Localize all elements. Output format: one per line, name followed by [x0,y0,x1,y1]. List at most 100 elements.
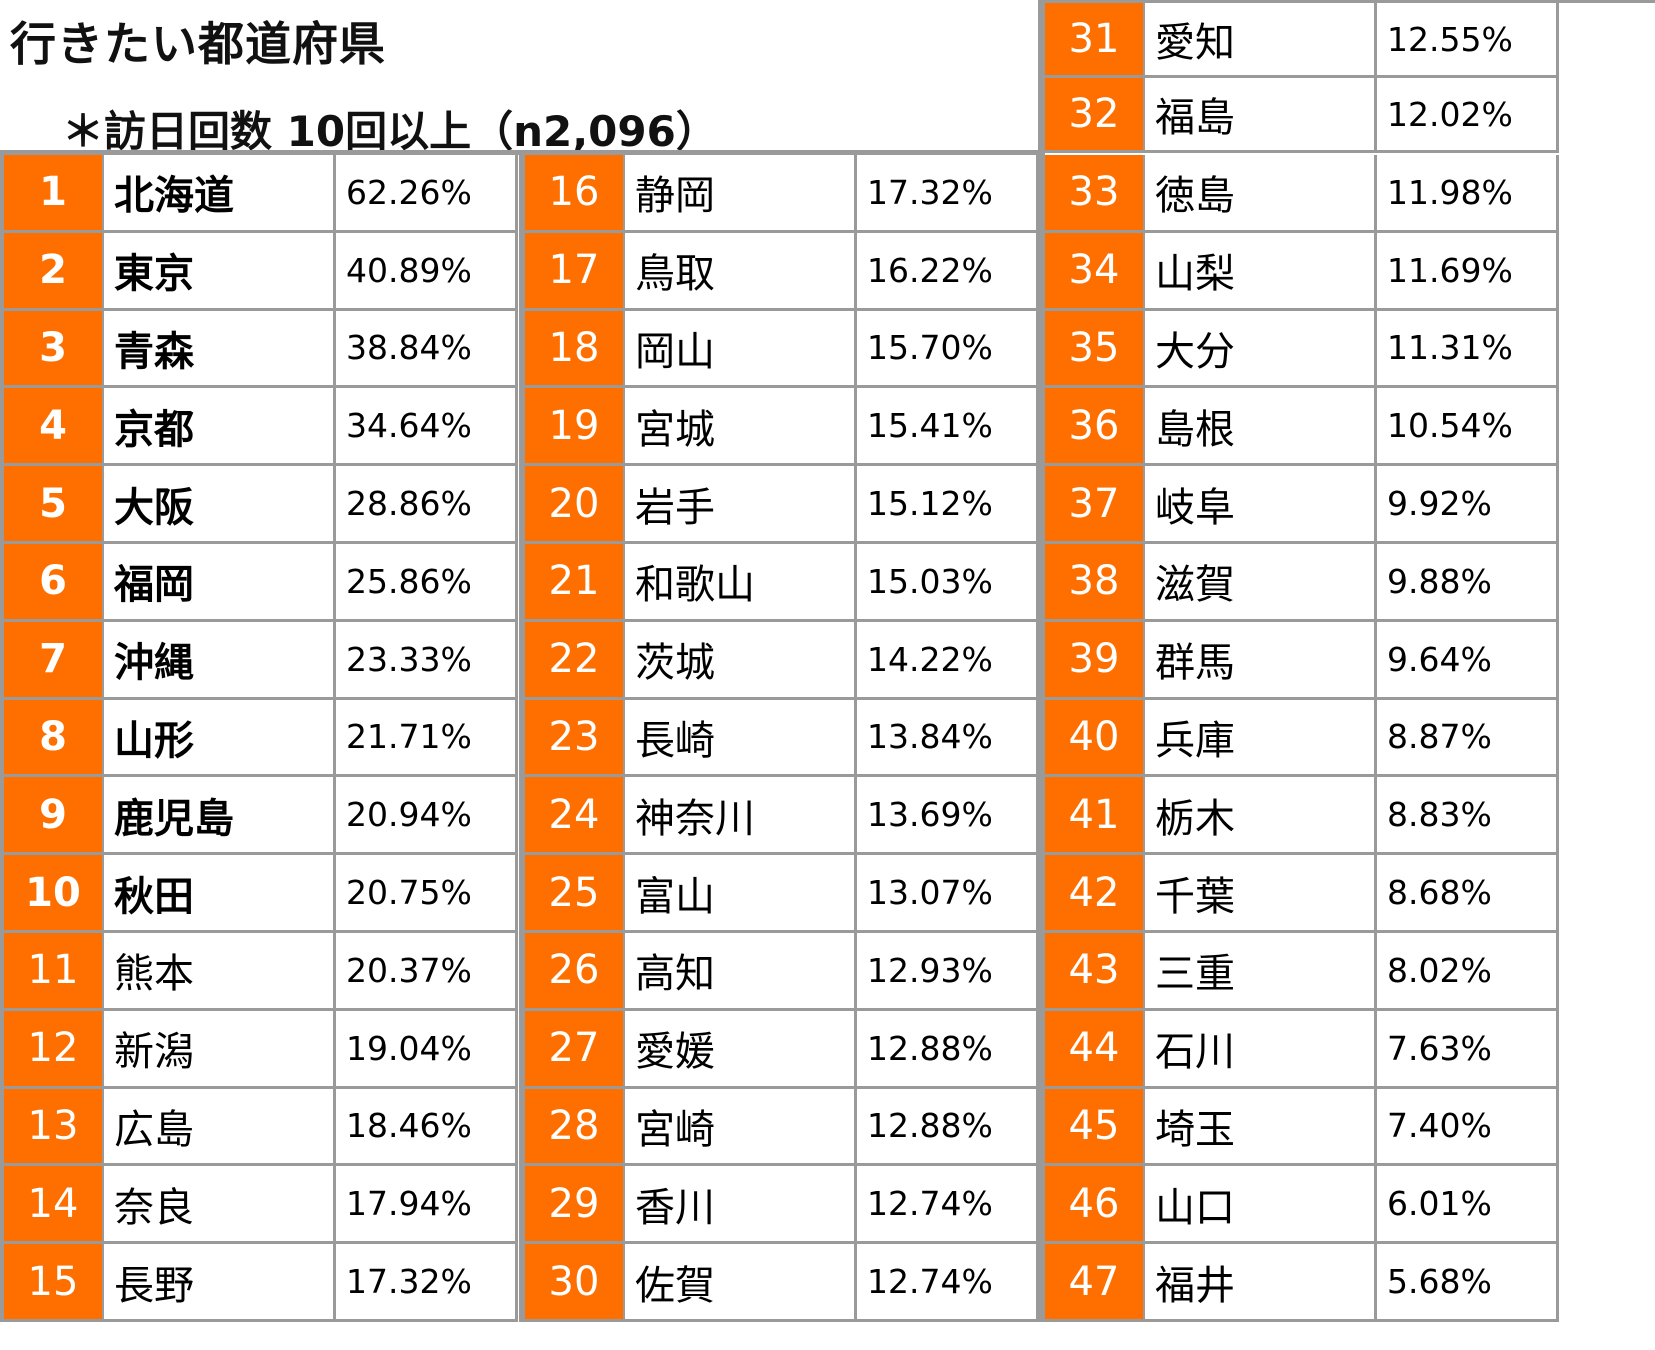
prefecture-name-cell: 福島 [1145,78,1377,153]
chart-title: 行きたい都道府県 [10,17,386,71]
percentage-cell: 20.37% [336,933,518,1011]
chart-subtitle: ＊訪日回数 10回以上（n2,096） [62,107,718,156]
rank-cell: 1 [4,155,104,233]
prefecture-name-cell: 佐賀 [625,1244,857,1322]
rank-cell: 33 [1045,155,1145,233]
prefecture-name-cell: 三重 [1145,933,1377,1011]
percentage-cell: 17.32% [857,155,1039,233]
rank-cell: 28 [525,1088,625,1167]
percentage-cell: 6.01% [1377,1166,1559,1245]
grid-divider [0,150,4,1322]
rank-cell: 34 [1045,232,1145,311]
rank-cell: 18 [525,310,625,389]
rank-cell: 5 [4,466,104,544]
rank-cell: 29 [525,1166,625,1245]
percentage-cell: 28.86% [336,466,518,544]
rank-cell: 20 [525,466,625,544]
rank-cell: 17 [525,232,625,311]
prefecture-name-cell: 岩手 [625,466,857,544]
prefecture-name-cell: 山形 [104,699,336,778]
prefecture-name-cell: 岡山 [625,310,857,389]
rank-cell: 19 [525,388,625,467]
prefecture-name-cell: 宮崎 [625,1088,857,1167]
rank-cell: 7 [4,621,104,700]
percentage-cell: 7.40% [1377,1088,1559,1167]
prefecture-name-cell: 和歌山 [625,544,857,622]
prefecture-name-cell: 広島 [104,1088,336,1167]
rank-cell: 44 [1045,1010,1145,1089]
rank-cell: 8 [4,699,104,778]
rank-cell: 45 [1045,1088,1145,1167]
prefecture-name-cell: 神奈川 [625,777,857,856]
grid-divider [1038,0,1045,1322]
rank-cell: 42 [1045,855,1145,933]
prefecture-name-cell: 山梨 [1145,232,1377,311]
rank-cell: 31 [1045,3,1145,78]
rank-cell: 15 [4,1244,104,1322]
prefecture-name-cell: 新潟 [104,1010,336,1089]
percentage-cell: 11.31% [1377,310,1559,389]
rank-cell: 4 [4,388,104,467]
rank-cell: 36 [1045,388,1145,467]
rank-cell: 40 [1045,699,1145,778]
rank-cell: 27 [525,1010,625,1089]
percentage-cell: 25.86% [336,544,518,622]
percentage-cell: 17.94% [336,1166,518,1245]
rank-cell: 32 [1045,78,1145,153]
rank-cell: 30 [525,1244,625,1322]
rank-cell: 37 [1045,466,1145,544]
prefecture-name-cell: 愛知 [1145,3,1377,78]
percentage-cell: 23.33% [336,621,518,700]
percentage-cell: 12.88% [857,1010,1039,1089]
prefecture-name-cell: 北海道 [104,155,336,233]
percentage-cell: 9.88% [1377,544,1559,622]
rank-cell: 14 [4,1166,104,1245]
prefecture-name-cell: 鹿児島 [104,777,336,856]
rank-cell: 41 [1045,777,1145,856]
prefecture-name-cell: 大阪 [104,466,336,544]
percentage-cell: 9.92% [1377,466,1559,544]
percentage-cell: 62.26% [336,155,518,233]
percentage-cell: 19.04% [336,1010,518,1089]
prefecture-name-cell: 沖縄 [104,621,336,700]
percentage-cell: 16.22% [857,232,1039,311]
rank-cell: 47 [1045,1244,1145,1322]
prefecture-name-cell: 山口 [1145,1166,1377,1245]
prefecture-name-cell: 福岡 [104,544,336,622]
percentage-cell: 8.83% [1377,777,1559,856]
percentage-cell: 15.03% [857,544,1039,622]
rank-cell: 11 [4,933,104,1011]
prefecture-name-cell: 長野 [104,1244,336,1322]
prefecture-name-cell: 東京 [104,232,336,311]
percentage-cell: 12.88% [857,1088,1039,1167]
rank-cell: 38 [1045,544,1145,622]
rank-cell: 9 [4,777,104,856]
percentage-cell: 8.02% [1377,933,1559,1011]
rank-cell: 35 [1045,310,1145,389]
rank-cell: 12 [4,1010,104,1089]
percentage-cell: 10.54% [1377,388,1559,467]
percentage-cell: 12.74% [857,1244,1039,1322]
prefecture-name-cell: 静岡 [625,155,857,233]
percentage-cell: 20.94% [336,777,518,856]
prefecture-name-cell: 埼玉 [1145,1088,1377,1167]
prefecture-name-cell: 高知 [625,933,857,1011]
percentage-cell: 13.69% [857,777,1039,856]
percentage-cell: 15.70% [857,310,1039,389]
prefecture-name-cell: 長崎 [625,699,857,778]
prefecture-name-cell: 石川 [1145,1010,1377,1089]
prefecture-name-cell: 熊本 [104,933,336,1011]
percentage-cell: 21.71% [336,699,518,778]
percentage-cell: 20.75% [336,855,518,933]
rank-cell: 26 [525,933,625,1011]
rank-cell: 2 [4,232,104,311]
prefecture-name-cell: 青森 [104,310,336,389]
prefecture-name-cell: 岐阜 [1145,466,1377,544]
percentage-cell: 12.93% [857,933,1039,1011]
percentage-cell: 40.89% [336,232,518,311]
rank-cell: 39 [1045,621,1145,700]
percentage-cell: 14.22% [857,621,1039,700]
percentage-cell: 17.32% [336,1244,518,1322]
rank-cell: 24 [525,777,625,856]
rank-cell: 23 [525,699,625,778]
